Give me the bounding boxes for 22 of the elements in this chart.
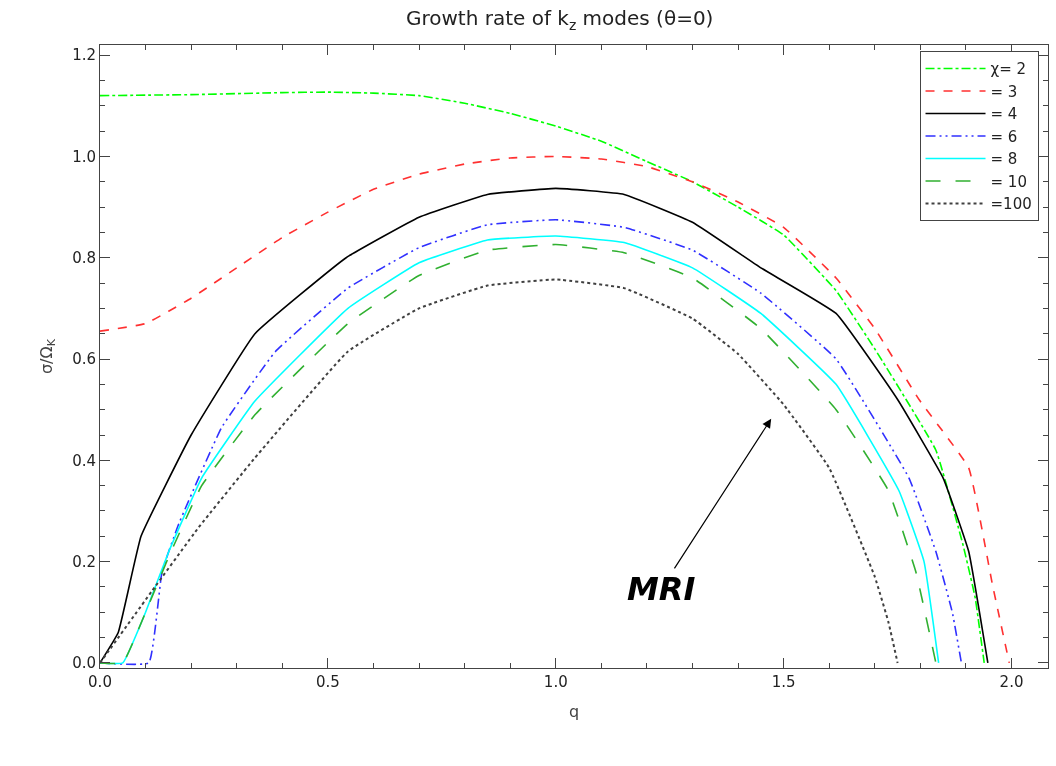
x-axis-title: q <box>568 701 580 721</box>
y-tick-label: 0.0 <box>72 654 96 673</box>
x-tick-label: 1.5 <box>771 673 796 691</box>
y-tick-label: 0.6 <box>72 350 96 369</box>
legend-label: =100 <box>990 195 1032 214</box>
y-tick-label: 1.2 <box>72 46 96 65</box>
y-tick-label: 0.2 <box>72 552 96 571</box>
x-tick-label: 2.0 <box>999 673 1024 691</box>
x-tick-label: 0.5 <box>315 673 340 691</box>
y-tick-label: 1.0 <box>72 147 96 166</box>
y-tick-label: 0.8 <box>72 248 96 267</box>
legend-label: = 4 <box>990 105 1018 124</box>
annotation: MRI <box>627 570 696 608</box>
x-tick-label: 0.0 <box>88 673 112 691</box>
y-tick-label: 0.4 <box>72 451 96 470</box>
legend-label: = 3 <box>990 82 1018 101</box>
chart-title: Growth rate of k$_{z}$ modes (θ=0) <box>405 6 714 33</box>
x-tick-label: 1.0 <box>543 673 568 691</box>
legend-label: χ= 2 <box>990 60 1027 79</box>
legend-label: = 6 <box>990 127 1018 146</box>
legend-label: = 8 <box>990 150 1018 169</box>
legend-label: = 10 <box>990 172 1027 191</box>
